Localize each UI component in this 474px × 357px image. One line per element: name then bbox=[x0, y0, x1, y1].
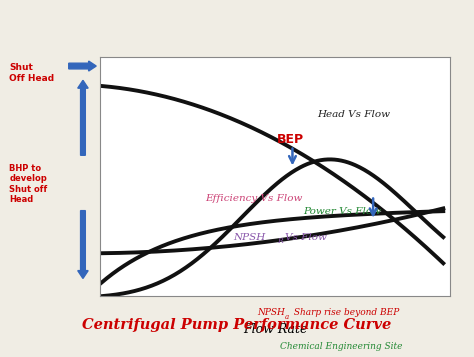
Text: NPSH: NPSH bbox=[257, 308, 285, 317]
Text: R: R bbox=[277, 237, 283, 245]
Text: Flow Rate: Flow Rate bbox=[243, 323, 307, 336]
Text: Head Vs Flow: Head Vs Flow bbox=[317, 110, 390, 119]
Text: BEP: BEP bbox=[277, 133, 304, 146]
Text: a: a bbox=[284, 313, 289, 321]
Text: Power Vs Flow: Power Vs Flow bbox=[303, 207, 381, 216]
Text: Chemical Engineering Site: Chemical Engineering Site bbox=[281, 342, 403, 351]
Text: Centrifugal Pump Performance Curve: Centrifugal Pump Performance Curve bbox=[82, 318, 392, 332]
Text: Sharp rise beyond BEP: Sharp rise beyond BEP bbox=[291, 308, 399, 317]
Text: NPSH: NPSH bbox=[233, 233, 265, 242]
Text: Vs Flow: Vs Flow bbox=[285, 233, 328, 242]
Text: Shut
Off Head: Shut Off Head bbox=[9, 64, 55, 83]
Text: BHP to
develop
Shut off
Head: BHP to develop Shut off Head bbox=[9, 164, 48, 204]
Text: Efficiency Vs Flow: Efficiency Vs Flow bbox=[205, 193, 302, 203]
